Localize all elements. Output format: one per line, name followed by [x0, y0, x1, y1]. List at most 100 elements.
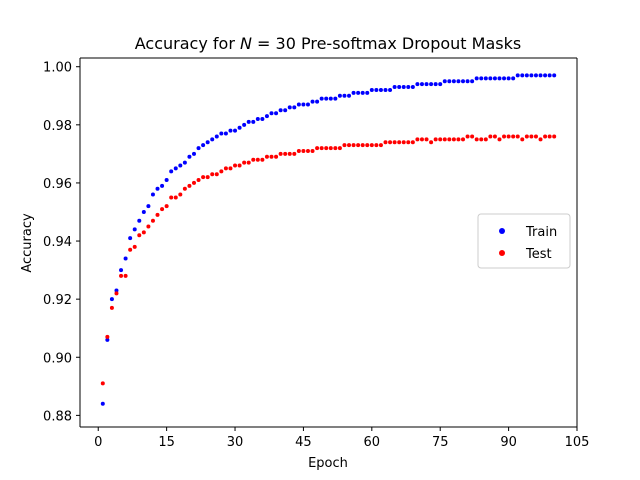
test-point [502, 134, 507, 139]
train-point [315, 99, 320, 104]
train-point [415, 82, 420, 87]
test-point [529, 134, 534, 139]
train-point [296, 102, 301, 107]
test-point [511, 134, 516, 139]
train-point [515, 73, 520, 78]
train-point [383, 87, 388, 92]
train-point [214, 134, 219, 139]
train-point [182, 160, 187, 165]
series-train [100, 73, 557, 406]
test-point [242, 160, 247, 165]
train-point [228, 128, 233, 133]
train-point [219, 131, 224, 136]
train-point [324, 96, 329, 101]
test-point [315, 146, 320, 151]
test-point [223, 166, 228, 171]
test-point [214, 172, 219, 177]
test-point [141, 230, 146, 235]
train-point [223, 131, 228, 136]
test-point [456, 137, 461, 142]
test-point [196, 178, 201, 183]
test-point [474, 137, 479, 142]
test-point [547, 134, 552, 139]
train-point [283, 108, 288, 113]
test-point [506, 134, 511, 139]
legend: Train Test [477, 213, 571, 269]
train-point [461, 79, 466, 84]
axes-frame [79, 57, 578, 428]
test-point [100, 381, 105, 386]
train-point [552, 73, 557, 78]
train-point [369, 87, 374, 92]
test-point [356, 143, 361, 148]
train-point [360, 90, 365, 95]
train-point [123, 256, 128, 261]
test-point [397, 140, 402, 145]
train-point [287, 105, 292, 110]
train-point [492, 76, 497, 81]
train-point [365, 90, 370, 95]
y-tick-label: 0.96 [43, 177, 72, 192]
train-point [242, 122, 247, 127]
test-point [369, 143, 374, 148]
test-point [274, 154, 279, 159]
test-point [433, 137, 438, 142]
train-point [374, 87, 379, 92]
test-point [447, 137, 452, 142]
x-tick-label: 90 [500, 435, 517, 450]
test-point [182, 186, 187, 191]
train-point [100, 401, 105, 406]
test-point [401, 140, 406, 145]
test-point [351, 143, 356, 148]
y-tick-label: 0.88 [43, 409, 72, 424]
test-point [123, 273, 128, 278]
train-point [520, 73, 525, 78]
y-tick-label: 0.90 [43, 351, 72, 366]
train-point [264, 114, 269, 119]
x-tick-label: 75 [432, 435, 449, 450]
x-tick-label: 30 [227, 435, 244, 450]
test-point [319, 146, 324, 151]
y-axis-ticks: 0.88 0.90 0.92 0.94 0.96 0.98 1.00 [43, 61, 80, 424]
x-tick-label: 45 [295, 435, 312, 450]
test-point [419, 137, 424, 142]
train-point [278, 108, 283, 113]
train-point [388, 87, 393, 92]
train-point [255, 117, 260, 122]
test-point [328, 146, 333, 151]
test-point [269, 154, 274, 159]
train-point [205, 140, 210, 145]
train-point [160, 183, 165, 188]
test-point [365, 143, 370, 148]
test-point [301, 148, 306, 153]
test-point [552, 134, 557, 139]
train-point [292, 105, 297, 110]
train-point [397, 85, 402, 90]
train-point [406, 85, 411, 90]
train-point [164, 178, 169, 183]
train-point [178, 163, 183, 168]
y-axis-label: Accuracy [20, 213, 35, 273]
train-point [438, 82, 443, 87]
test-point [383, 140, 388, 145]
train-point [351, 90, 356, 95]
train-point [128, 236, 133, 241]
legend-label-test: Test [525, 247, 552, 262]
train-point [141, 209, 146, 214]
train-point [356, 90, 361, 95]
test-point [410, 140, 415, 145]
train-point [169, 169, 174, 174]
test-point [429, 140, 434, 145]
test-point [109, 305, 114, 310]
train-point [497, 76, 502, 81]
test-point [538, 137, 543, 142]
train-point [251, 119, 256, 124]
test-point [169, 195, 174, 200]
test-point [374, 143, 379, 148]
test-point [479, 137, 484, 142]
train-point [410, 85, 415, 90]
train-point [483, 76, 488, 81]
test-point [442, 137, 447, 142]
train-point [260, 117, 265, 122]
